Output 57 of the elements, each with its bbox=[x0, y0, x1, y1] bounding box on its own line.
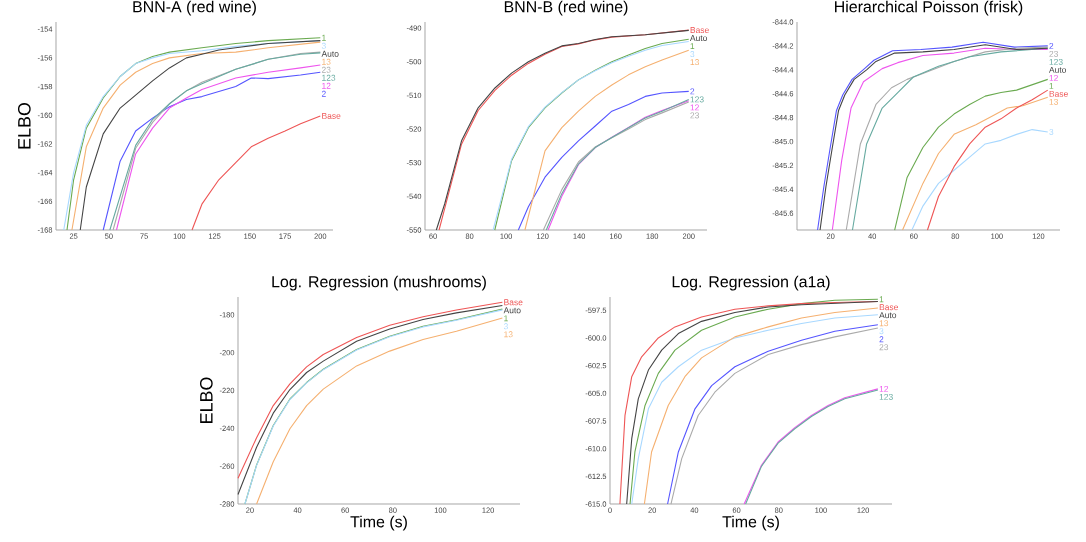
series-label: Base bbox=[322, 113, 341, 119]
series-label: 3 bbox=[503, 323, 508, 330]
series-label: 23 bbox=[690, 112, 699, 119]
series-label: 1 bbox=[879, 296, 884, 303]
text: 123 bbox=[322, 74, 336, 81]
series-label: 13 bbox=[690, 59, 699, 66]
series-label: 2 bbox=[690, 88, 695, 95]
series-label: Base bbox=[1049, 90, 1068, 97]
series-label: 3 bbox=[1049, 128, 1054, 135]
line-series bbox=[911, 129, 1049, 231]
series-label: Auto bbox=[321, 50, 339, 57]
x-axis-title: Time (s) bbox=[722, 515, 779, 531]
line-series bbox=[901, 96, 1049, 231]
series-label: 23 bbox=[1049, 50, 1058, 57]
series-label: Base bbox=[879, 304, 898, 311]
series-label: 13 bbox=[504, 331, 513, 338]
text: 12 bbox=[322, 82, 331, 89]
chart-title: BNN-A (red wine) bbox=[133, 0, 256, 16]
series-label: 123 bbox=[690, 96, 704, 103]
line-series bbox=[517, 90, 690, 231]
chart-title: Log. Regression (a1a) bbox=[672, 275, 830, 291]
line-series bbox=[191, 115, 321, 231]
series-label: 3 bbox=[690, 51, 695, 58]
series-label: 3 bbox=[321, 42, 326, 49]
series-label: 1 bbox=[1049, 82, 1054, 89]
series-label: 12 bbox=[879, 385, 889, 392]
series-label: 2 bbox=[879, 336, 884, 343]
series-label: 1 bbox=[690, 43, 695, 49]
chart-title: BNN-B (red wine) bbox=[504, 0, 628, 16]
series-label: 3 bbox=[879, 328, 884, 335]
y-axis-title: ELBO bbox=[199, 377, 213, 423]
text: Auto bbox=[1048, 66, 1067, 73]
series-label: Base bbox=[690, 27, 709, 34]
series-label: 13 bbox=[322, 58, 331, 65]
series-label: Base bbox=[504, 299, 523, 306]
line-series bbox=[524, 49, 690, 231]
chart-title: Hierarchical Poisson (frisk) bbox=[835, 0, 1023, 16]
series-label: 1 bbox=[504, 315, 508, 322]
series-label: 13 bbox=[879, 320, 889, 327]
series-label: 13 bbox=[1049, 98, 1058, 105]
series-label: Auto bbox=[503, 307, 521, 314]
text: 2 bbox=[321, 90, 326, 97]
series-label: 2 bbox=[1049, 42, 1054, 49]
series-label: 23 bbox=[321, 66, 331, 73]
series-label: Auto bbox=[879, 312, 897, 319]
series-label: 12 bbox=[690, 104, 699, 111]
series-label: 123 bbox=[879, 393, 893, 400]
series-label: 1 bbox=[322, 34, 326, 41]
series-label: Auto bbox=[689, 35, 708, 42]
series-label: 23 bbox=[879, 344, 889, 351]
line-series bbox=[926, 89, 1049, 231]
text: 12 bbox=[1049, 74, 1058, 81]
line-series bbox=[894, 78, 1049, 231]
x-axis-title: Time (s) bbox=[350, 515, 407, 531]
series-label: 123 bbox=[1049, 58, 1063, 65]
chart-title: Log. Regression (mushrooms) bbox=[272, 275, 486, 291]
y-axis-title: ELBO bbox=[17, 102, 31, 149]
